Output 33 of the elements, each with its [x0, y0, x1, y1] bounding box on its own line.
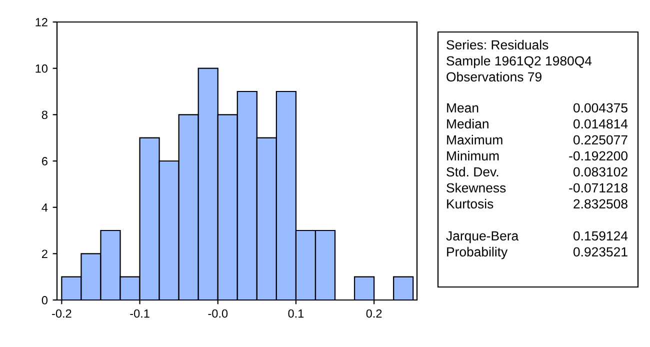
text: 2.832508 — [574, 199, 628, 209]
text: Maximum — [447, 134, 502, 145]
text: -0.192200 — [569, 151, 628, 161]
x-tick-label: -0.2 — [52, 309, 72, 318]
text: Minimum — [447, 150, 499, 161]
x-tick-label: 0.2 — [366, 309, 382, 318]
text: Sample 1961Q2 1980Q4 — [446, 56, 592, 68]
text: Jarque-Bera — [446, 231, 519, 244]
y-tick-label: 4 — [42, 203, 48, 212]
y-tick-label: 0 — [42, 296, 48, 304]
text: Probability — [447, 246, 508, 260]
x-tick-label: -0.1 — [130, 309, 150, 318]
y-tick-label: 12 — [36, 18, 48, 26]
text: 0.159124 — [573, 231, 628, 241]
y-tick-label: 6 — [42, 157, 48, 166]
text: 0.004375 — [573, 103, 628, 113]
x-tick-label: 0.1 — [288, 309, 304, 318]
text: Series: Residuals — [446, 40, 548, 50]
text: Std. Dev. — [446, 166, 498, 177]
text: Observations 79 — [446, 72, 542, 82]
text: Kurtosis — [447, 198, 494, 209]
x-tick-label: -0.0 — [208, 309, 228, 318]
text: Mean — [447, 103, 478, 113]
text: -0.071218 — [569, 183, 628, 193]
y-tick-label: 8 — [42, 110, 48, 120]
text: 0.225077 — [573, 135, 628, 145]
text: 0.923521 — [573, 247, 628, 257]
text: Skewness — [446, 182, 506, 193]
text: Median — [447, 118, 488, 129]
y-tick-label: 2 — [42, 250, 48, 258]
text: 0.014814 — [573, 119, 628, 129]
text: 0.083102 — [573, 167, 628, 177]
y-tick-label: 10 — [36, 64, 48, 73]
